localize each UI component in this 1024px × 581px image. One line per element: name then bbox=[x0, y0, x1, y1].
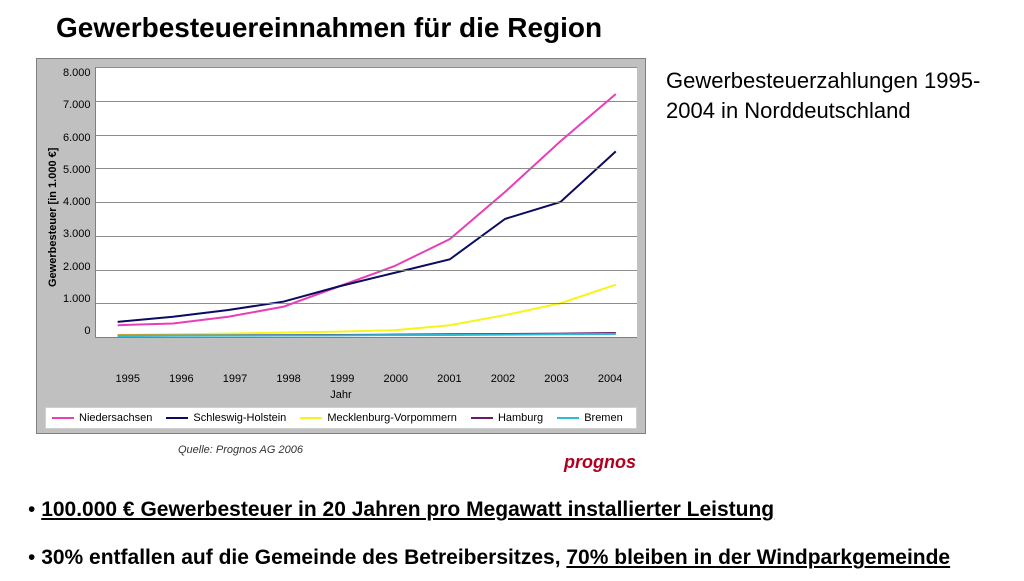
y-tick: 1.000 bbox=[63, 293, 91, 305]
page-title: Gewerbesteuereinnahmen für die Region bbox=[56, 12, 996, 44]
legend-label: Mecklenburg-Vorpommern bbox=[327, 412, 457, 424]
chart-legend: Niedersachsen Schleswig-Holstein Mecklenbu… bbox=[45, 407, 637, 429]
x-tick: 1998 bbox=[262, 373, 316, 385]
y-tick: 2.000 bbox=[63, 261, 91, 273]
gridline bbox=[96, 135, 637, 136]
y-tick: 3.000 bbox=[63, 228, 91, 240]
series-line bbox=[117, 285, 615, 335]
legend-swatch bbox=[52, 417, 74, 419]
bullet-1: • 100.000 € Gewerbesteuer in 20 Jahren p… bbox=[28, 495, 996, 525]
bullet-1-prefix: • bbox=[28, 498, 41, 521]
legend-label: Hamburg bbox=[498, 412, 543, 424]
chart-container: Gewerbesteuer [in 1.000 €] 8.000 7.000 6.0… bbox=[36, 58, 646, 434]
x-tick: 2004 bbox=[583, 373, 637, 385]
gridline bbox=[96, 236, 637, 237]
series-line bbox=[117, 94, 615, 325]
legend-item: Bremen bbox=[557, 412, 623, 424]
content-row: Gewerbesteuer [in 1.000 €] 8.000 7.000 6.0… bbox=[28, 58, 996, 473]
x-tick: 2003 bbox=[530, 373, 584, 385]
bullet-2-plain: 30% entfallen auf die Gemeinde des Betre… bbox=[41, 546, 566, 569]
legend-item: Mecklenburg-Vorpommern bbox=[300, 412, 457, 424]
legend-label: Niedersachsen bbox=[79, 412, 152, 424]
gridline bbox=[96, 270, 637, 271]
legend-swatch bbox=[471, 417, 493, 419]
y-tick: 5.000 bbox=[63, 164, 91, 176]
chart-column: Gewerbesteuer [in 1.000 €] 8.000 7.000 6.0… bbox=[28, 58, 646, 473]
x-tick: 2001 bbox=[423, 373, 477, 385]
x-tick: 1996 bbox=[155, 373, 209, 385]
y-tick: 6.000 bbox=[63, 132, 91, 144]
plot-surface bbox=[95, 67, 637, 338]
bullet-2: • 30% entfallen auf die Gemeinde des Bet… bbox=[28, 543, 996, 573]
description-text: Gewerbesteuerzahlungen 1995-2004 in Nord… bbox=[666, 58, 996, 125]
gridline bbox=[96, 202, 637, 203]
legend-label: Bremen bbox=[584, 412, 623, 424]
x-tick: 2000 bbox=[369, 373, 423, 385]
plot-area: Gewerbesteuer [in 1.000 €] 8.000 7.000 6.0… bbox=[45, 67, 637, 367]
gridline bbox=[96, 303, 637, 304]
x-axis-label: Jahr bbox=[45, 389, 637, 401]
legend-swatch bbox=[557, 417, 579, 419]
y-axis-ticks: 8.000 7.000 6.000 5.000 4.000 3.000 2.000 1.000… bbox=[61, 67, 95, 337]
y-tick: 8.000 bbox=[63, 67, 91, 79]
legend-label: Schleswig-Holstein bbox=[193, 412, 286, 424]
bullet-list: • 100.000 € Gewerbesteuer in 20 Jahren p… bbox=[28, 495, 996, 574]
bullet-2-prefix: • bbox=[28, 546, 41, 569]
legend-swatch bbox=[166, 417, 188, 419]
y-tick: 7.000 bbox=[63, 99, 91, 111]
x-axis-ticks: 1995199619971998199920002001200220032004 bbox=[101, 367, 637, 385]
legend-swatch bbox=[300, 417, 322, 419]
x-tick: 1997 bbox=[208, 373, 262, 385]
x-tick: 1995 bbox=[101, 373, 155, 385]
y-axis-label: Gewerbesteuer [in 1.000 €] bbox=[45, 67, 61, 367]
y-tick: 0 bbox=[63, 325, 91, 337]
legend-item: Schleswig-Holstein bbox=[166, 412, 286, 424]
gridline bbox=[96, 67, 637, 68]
gridline bbox=[96, 168, 637, 169]
bullet-2-underlined: 70% bleiben in der Windparkgemeinde bbox=[566, 546, 950, 569]
x-tick: 2002 bbox=[476, 373, 530, 385]
x-tick: 1999 bbox=[315, 373, 369, 385]
bullet-1-text: 100.000 € Gewerbesteuer in 20 Jahren pro… bbox=[41, 498, 774, 521]
legend-item: Niedersachsen bbox=[52, 412, 152, 424]
gridline bbox=[96, 101, 637, 102]
y-tick: 4.000 bbox=[63, 196, 91, 208]
slide: Gewerbesteuereinnahmen für die Region Ge… bbox=[0, 0, 1024, 581]
brand-label: prognos bbox=[28, 452, 646, 473]
legend-item: Hamburg bbox=[471, 412, 543, 424]
